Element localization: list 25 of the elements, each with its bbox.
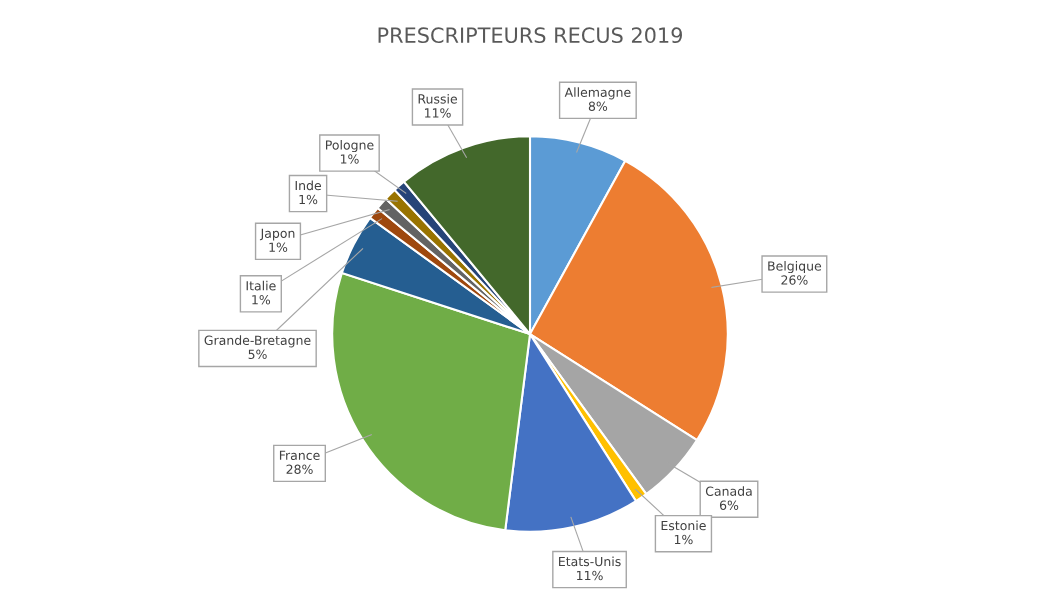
data-label: 1%: [340, 154, 359, 164]
slice-label: Inde: [295, 180, 321, 191]
data-label: 1%: [674, 534, 693, 545]
data-label: 1%: [269, 242, 288, 252]
data-label: 5%: [248, 349, 267, 360]
data-label: 1%: [299, 194, 318, 205]
data-label: 11%: [425, 108, 451, 118]
slice-label: Belgique: [768, 261, 822, 274]
slice-label: Italie: [246, 280, 276, 291]
slice-label: France: [279, 450, 320, 461]
data-label: 8%: [588, 101, 608, 111]
slice-label: Grande-Bretagne: [204, 335, 311, 348]
data-label: 1%: [252, 295, 271, 305]
data-label: 26%: [781, 275, 808, 285]
slice-label: Japon: [259, 228, 295, 241]
slice-label: Etats-Unis: [559, 556, 621, 567]
data-label: 6%: [719, 500, 739, 510]
chart-title: PRESCRIPTEURS RECUS 2019: [378, 27, 682, 44]
slice-label: Allemagne: [564, 87, 631, 100]
slice-label: Russie: [418, 93, 457, 104]
data-label: 11%: [577, 570, 603, 581]
slice-label: Estonie: [661, 520, 706, 531]
slice-label: Canada: [705, 486, 752, 496]
data-label: 28%: [286, 464, 313, 474]
slice-label: Pologne: [326, 140, 374, 153]
